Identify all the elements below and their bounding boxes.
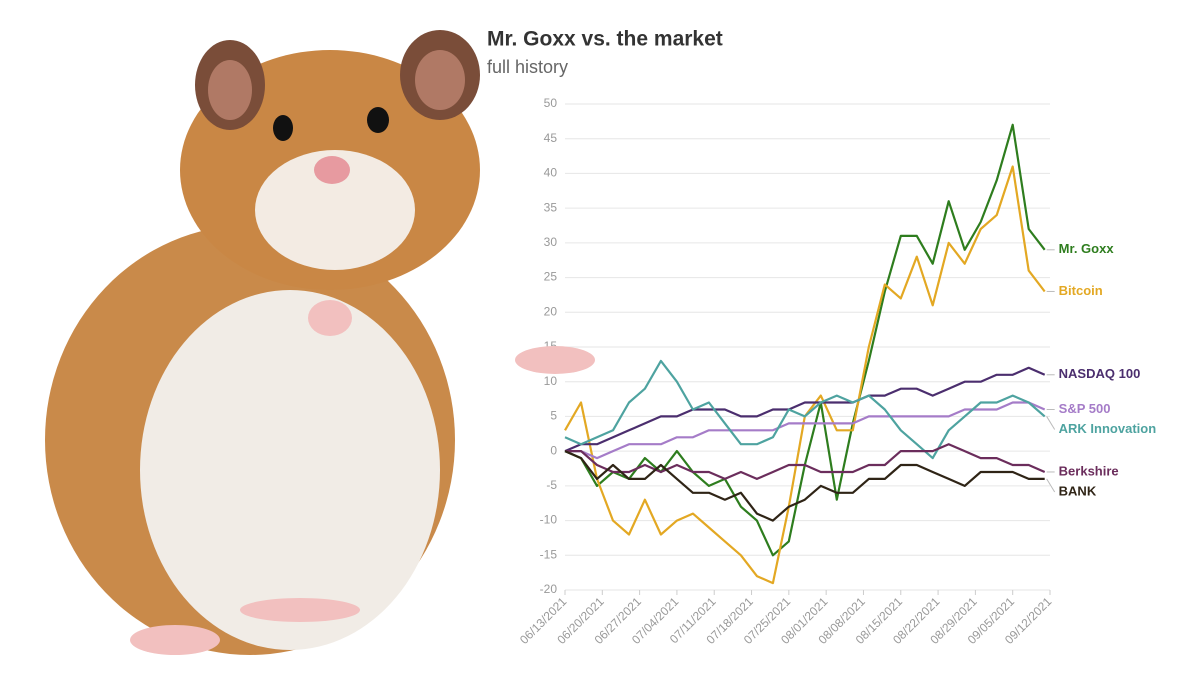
y-tick-label: 35	[544, 200, 558, 214]
legend-leader	[1046, 478, 1056, 493]
y-tick-label: 40	[544, 166, 558, 180]
y-tick-label: 45	[544, 131, 558, 145]
series-line	[564, 366, 1046, 453]
y-tick-label: 0	[550, 443, 557, 457]
series-line	[565, 443, 1046, 480]
chart-title: Mr. Goxx vs. the market	[487, 28, 723, 51]
chart-subtitle: full history	[487, 57, 568, 77]
legend-label: Mr. Goxx	[1059, 241, 1115, 256]
legend-label: Berkshire	[1059, 463, 1119, 478]
y-tick-label: 5	[550, 409, 557, 423]
legend-leader	[1046, 416, 1056, 430]
y-tick-label: 20	[544, 304, 558, 318]
hamster	[45, 30, 595, 655]
y-tick-label: 25	[544, 270, 558, 284]
series-line	[565, 401, 1046, 460]
y-tick-label: -20	[540, 582, 558, 596]
y-tick-label: 50	[544, 96, 558, 110]
y-tick-label: 30	[544, 235, 558, 249]
legend-label: Bitcoin	[1059, 283, 1103, 298]
legend-label: BANK	[1059, 483, 1097, 498]
y-tick-label: -15	[540, 547, 558, 561]
series-line	[564, 359, 1046, 460]
y-tick-label: -5	[546, 478, 557, 492]
legend-label: S&P 500	[1059, 401, 1111, 416]
legend-label: NASDAQ 100	[1059, 366, 1141, 381]
y-tick-label: 10	[544, 374, 558, 388]
y-tick-label: -10	[540, 513, 558, 527]
series-line	[564, 450, 1045, 522]
legend-label: ARK Innovation	[1059, 421, 1157, 436]
